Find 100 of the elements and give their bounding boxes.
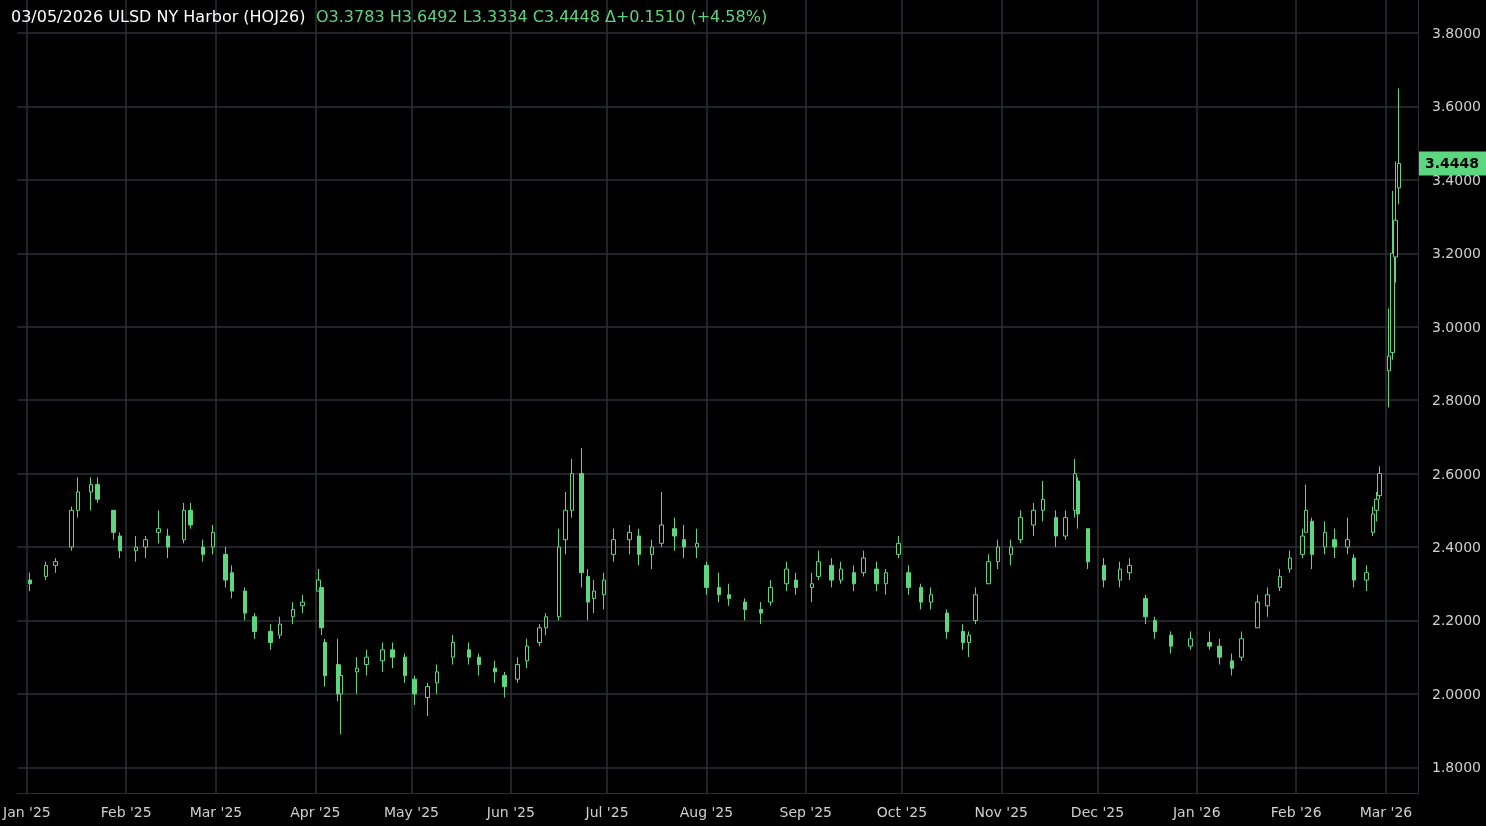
candlestick bbox=[945, 608, 949, 640]
candlestick bbox=[929, 586, 933, 610]
candlestick bbox=[1323, 520, 1327, 555]
candlestick bbox=[727, 583, 731, 607]
candlestick bbox=[650, 539, 654, 570]
candlestick bbox=[759, 601, 763, 625]
candlestick bbox=[884, 568, 888, 596]
x-tick-label: Mar '26 bbox=[1359, 804, 1413, 820]
candlestick bbox=[44, 561, 48, 581]
candlestick bbox=[435, 664, 439, 695]
candlestick bbox=[1239, 630, 1244, 662]
candlestick bbox=[1332, 528, 1337, 559]
x-tick-label: Jan '26 bbox=[1171, 804, 1221, 820]
candlestick bbox=[586, 568, 590, 621]
candlestick bbox=[76, 476, 80, 519]
candlestick bbox=[201, 539, 205, 563]
candlestick bbox=[986, 553, 991, 585]
candlestick bbox=[355, 656, 359, 695]
candlestick bbox=[211, 524, 215, 555]
candlestick bbox=[188, 502, 193, 530]
y-tick-label: 3.4000 bbox=[1432, 171, 1481, 188]
candlestick bbox=[906, 564, 911, 596]
candlestick bbox=[874, 561, 879, 592]
candlestick bbox=[69, 506, 74, 552]
candlestick bbox=[544, 612, 548, 636]
candlestick bbox=[53, 557, 58, 574]
candlestick bbox=[89, 476, 93, 511]
candlestick bbox=[1169, 630, 1173, 654]
x-tick-label: Feb '25 bbox=[100, 804, 152, 820]
candlestick bbox=[1255, 594, 1260, 629]
candlestick bbox=[1031, 502, 1036, 537]
candlestick bbox=[1009, 539, 1013, 566]
candlestick bbox=[810, 572, 814, 603]
candlestick bbox=[300, 594, 305, 614]
candlestick bbox=[896, 535, 901, 559]
candlestick bbox=[695, 528, 699, 559]
candlestick bbox=[515, 656, 520, 684]
candlestick bbox=[563, 491, 568, 555]
candlestick bbox=[768, 579, 773, 607]
candlestick bbox=[1143, 594, 1148, 625]
candlestick bbox=[1127, 557, 1132, 581]
x-tick-label: Nov '25 bbox=[974, 804, 1029, 820]
candlestick bbox=[380, 641, 385, 673]
x-tick-label: Feb '26 bbox=[1270, 804, 1322, 820]
candlestick bbox=[1345, 517, 1350, 555]
candlestick bbox=[1188, 630, 1193, 651]
candlestick bbox=[223, 546, 228, 588]
candlestick bbox=[502, 671, 507, 699]
candlestick bbox=[717, 572, 721, 603]
candlestick bbox=[425, 682, 430, 717]
candlestick bbox=[743, 597, 747, 621]
candlestick bbox=[28, 572, 32, 592]
candlestick bbox=[525, 638, 529, 669]
candlestick bbox=[1118, 561, 1122, 588]
x-tick-label: Aug '25 bbox=[679, 804, 734, 820]
candlestick bbox=[784, 561, 789, 592]
candlestick bbox=[973, 586, 978, 625]
candlestick bbox=[493, 660, 497, 684]
candlestick bbox=[412, 675, 417, 706]
candlestick bbox=[839, 561, 843, 585]
candlestick bbox=[451, 634, 455, 665]
candlestick bbox=[1054, 509, 1058, 548]
annotation: 3.4448 bbox=[1424, 155, 1480, 172]
candlestick bbox=[1086, 528, 1090, 570]
candlestick bbox=[95, 476, 100, 504]
y-tick-label: 3.8000 bbox=[1432, 25, 1481, 42]
y-tick-label: 3.6000 bbox=[1432, 98, 1481, 115]
y-tick-label: 2.8000 bbox=[1432, 392, 1481, 409]
candlestick bbox=[166, 528, 170, 559]
x-tick-label: Jul '25 bbox=[584, 804, 629, 820]
candlestick bbox=[1018, 509, 1023, 544]
x-tick-label: Dec '25 bbox=[1070, 804, 1125, 820]
candlestick bbox=[403, 652, 407, 684]
y-tick-label: 3.2000 bbox=[1432, 245, 1481, 262]
candlestick bbox=[1278, 568, 1282, 592]
candlestick bbox=[111, 509, 116, 541]
candlestick bbox=[364, 649, 369, 677]
candlestick bbox=[1352, 553, 1356, 588]
candlestick bbox=[537, 623, 542, 647]
candlestick bbox=[852, 564, 856, 592]
candlestick bbox=[682, 524, 686, 559]
x-tick-label: Sep '25 bbox=[779, 804, 833, 820]
chart-subtitle: O3.3783 H3.6492 L3.3334 C3.4448 Δ+0.1510 (+4.58%) bbox=[316, 6, 768, 26]
y-tick-label: 2.0000 bbox=[1432, 685, 1481, 702]
candlestick bbox=[861, 550, 866, 577]
candlestick bbox=[1364, 564, 1369, 592]
y-tick-label: 2.4000 bbox=[1432, 539, 1481, 556]
y-tick-label: 2.6000 bbox=[1432, 465, 1481, 482]
candlestick bbox=[143, 535, 148, 559]
candlestick bbox=[794, 572, 798, 596]
candlestick bbox=[243, 586, 247, 621]
y-tick-label: 3.0000 bbox=[1432, 318, 1481, 335]
candlestick bbox=[829, 557, 834, 588]
candlestick bbox=[961, 623, 965, 651]
candlestick bbox=[611, 528, 616, 563]
candlestick bbox=[816, 550, 821, 581]
x-tick-label: Mar '25 bbox=[189, 804, 243, 820]
x-tick-label: Jan '25 bbox=[2, 804, 51, 820]
candlestick bbox=[659, 491, 664, 548]
candlestick bbox=[579, 447, 584, 588]
